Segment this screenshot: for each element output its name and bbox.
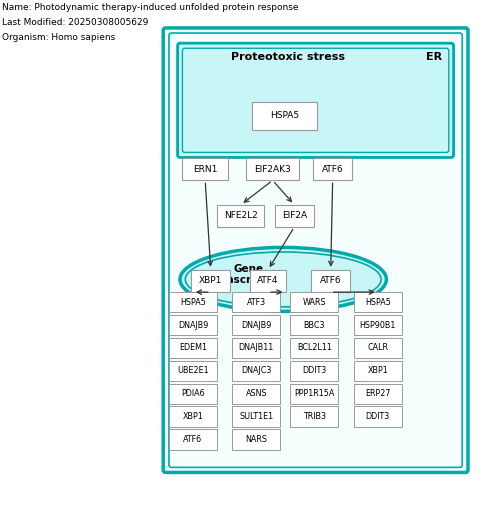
Text: Proteotoxic stress: Proteotoxic stress xyxy=(231,52,346,62)
FancyBboxPatch shape xyxy=(313,158,352,180)
FancyBboxPatch shape xyxy=(290,361,338,381)
FancyBboxPatch shape xyxy=(354,361,402,381)
Text: ATF4: ATF4 xyxy=(257,276,279,285)
FancyBboxPatch shape xyxy=(290,315,338,335)
FancyBboxPatch shape xyxy=(290,384,338,404)
Text: Name: Photodynamic therapy-induced unfolded protein response: Name: Photodynamic therapy-induced unfol… xyxy=(2,3,299,12)
FancyBboxPatch shape xyxy=(354,406,402,427)
Text: ATF6: ATF6 xyxy=(183,435,203,444)
FancyBboxPatch shape xyxy=(250,270,286,292)
FancyBboxPatch shape xyxy=(252,102,317,130)
Text: DNAJB9: DNAJB9 xyxy=(178,321,208,330)
Text: ERN1: ERN1 xyxy=(193,165,217,174)
FancyBboxPatch shape xyxy=(232,338,280,358)
FancyBboxPatch shape xyxy=(169,315,217,335)
Ellipse shape xyxy=(180,247,386,311)
FancyBboxPatch shape xyxy=(169,361,217,381)
FancyBboxPatch shape xyxy=(178,43,454,157)
FancyBboxPatch shape xyxy=(232,384,280,404)
Text: ATF3: ATF3 xyxy=(247,298,266,307)
Text: ATF6: ATF6 xyxy=(320,276,342,285)
FancyBboxPatch shape xyxy=(311,270,350,292)
Text: BBC3: BBC3 xyxy=(304,321,325,330)
FancyBboxPatch shape xyxy=(232,406,280,427)
Text: WARS: WARS xyxy=(302,298,326,307)
Text: DDIT3: DDIT3 xyxy=(366,412,390,421)
Text: DNAJC3: DNAJC3 xyxy=(241,366,272,375)
Text: CALR: CALR xyxy=(367,343,388,353)
Text: HSP90B1: HSP90B1 xyxy=(360,321,396,330)
Text: TRIB3: TRIB3 xyxy=(303,412,326,421)
Text: HSPA5: HSPA5 xyxy=(180,298,206,307)
Text: XBP1: XBP1 xyxy=(199,276,222,285)
FancyBboxPatch shape xyxy=(191,270,230,292)
Text: PDIA6: PDIA6 xyxy=(181,389,205,398)
FancyBboxPatch shape xyxy=(354,292,402,312)
FancyBboxPatch shape xyxy=(354,315,402,335)
Text: NFE2L2: NFE2L2 xyxy=(224,211,258,220)
Text: ATF6: ATF6 xyxy=(322,165,344,174)
FancyBboxPatch shape xyxy=(169,406,217,427)
Text: SULT1E1: SULT1E1 xyxy=(239,412,274,421)
FancyBboxPatch shape xyxy=(246,158,299,180)
Text: UBE2E1: UBE2E1 xyxy=(177,366,209,375)
FancyBboxPatch shape xyxy=(217,205,264,227)
FancyBboxPatch shape xyxy=(290,406,338,427)
Text: Last Modified: 20250308005629: Last Modified: 20250308005629 xyxy=(2,18,149,27)
Text: EIF2AK3: EIF2AK3 xyxy=(254,165,291,174)
FancyBboxPatch shape xyxy=(232,292,280,312)
Text: EDEM1: EDEM1 xyxy=(179,343,207,353)
FancyBboxPatch shape xyxy=(182,158,228,180)
Text: NARS: NARS xyxy=(245,435,267,444)
Text: HSPA5: HSPA5 xyxy=(365,298,391,307)
FancyBboxPatch shape xyxy=(169,338,217,358)
FancyBboxPatch shape xyxy=(290,338,338,358)
FancyBboxPatch shape xyxy=(232,361,280,381)
Text: EIF2A: EIF2A xyxy=(282,211,307,220)
Text: HSPA5: HSPA5 xyxy=(270,111,299,120)
FancyBboxPatch shape xyxy=(232,315,280,335)
Text: Gene
transcription: Gene transcription xyxy=(210,264,287,285)
FancyBboxPatch shape xyxy=(169,292,217,312)
Text: DDIT3: DDIT3 xyxy=(302,366,326,375)
FancyBboxPatch shape xyxy=(275,205,314,227)
Text: DNAJB11: DNAJB11 xyxy=(239,343,274,353)
FancyBboxPatch shape xyxy=(232,429,280,450)
Text: ERP27: ERP27 xyxy=(365,389,391,398)
FancyBboxPatch shape xyxy=(290,292,338,312)
Text: PPP1R15A: PPP1R15A xyxy=(294,389,335,398)
Text: XBP1: XBP1 xyxy=(182,412,204,421)
FancyBboxPatch shape xyxy=(354,338,402,358)
Text: BCL2L11: BCL2L11 xyxy=(297,343,332,353)
FancyBboxPatch shape xyxy=(354,384,402,404)
FancyBboxPatch shape xyxy=(169,429,217,450)
Text: XBP1: XBP1 xyxy=(367,366,388,375)
Text: Organism: Homo sapiens: Organism: Homo sapiens xyxy=(2,33,116,42)
Text: ER: ER xyxy=(426,52,443,62)
Text: DNAJB9: DNAJB9 xyxy=(241,321,272,330)
Text: ASNS: ASNS xyxy=(245,389,267,398)
FancyBboxPatch shape xyxy=(169,384,217,404)
FancyBboxPatch shape xyxy=(163,28,468,472)
